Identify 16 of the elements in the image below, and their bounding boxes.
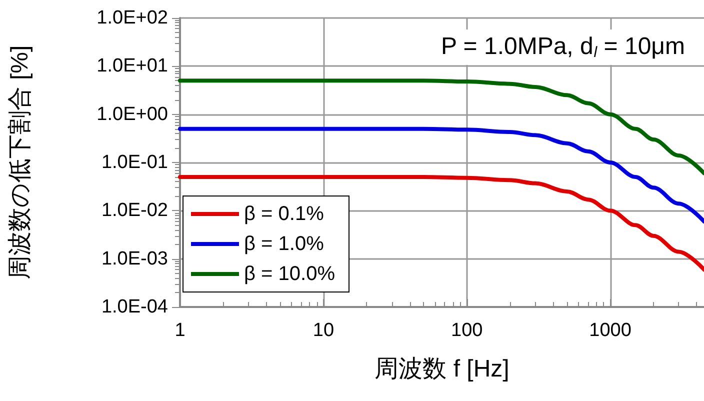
legend-label: β = 1.0% (244, 233, 324, 255)
x-tick-label: 1000 (589, 320, 632, 341)
legend-label: β = 0.1% (244, 203, 324, 225)
y-tick-label: 1.0E-04 (101, 296, 168, 318)
y-tick-label: 1.0E+01 (96, 56, 168, 77)
x-tick-label: 100 (451, 320, 483, 341)
y-tick-label: 1.0E+00 (96, 104, 168, 125)
x-tick-label: 10 (312, 320, 334, 341)
legend-label: β = 10.0% (244, 263, 336, 285)
y-tick-label: 1.0E-01 (101, 152, 168, 173)
y-tick-label: 1.0E+02 (96, 8, 168, 28)
x-tick-label: 1 (174, 320, 186, 341)
y-tick-label: 1.0E-03 (101, 248, 168, 270)
x-axis-title: 周波数 f [Hz] (374, 356, 510, 382)
y-axis-title: 周波数の低下割合 [%] (6, 45, 34, 280)
y-tick-label: 1.0E-02 (101, 200, 168, 222)
